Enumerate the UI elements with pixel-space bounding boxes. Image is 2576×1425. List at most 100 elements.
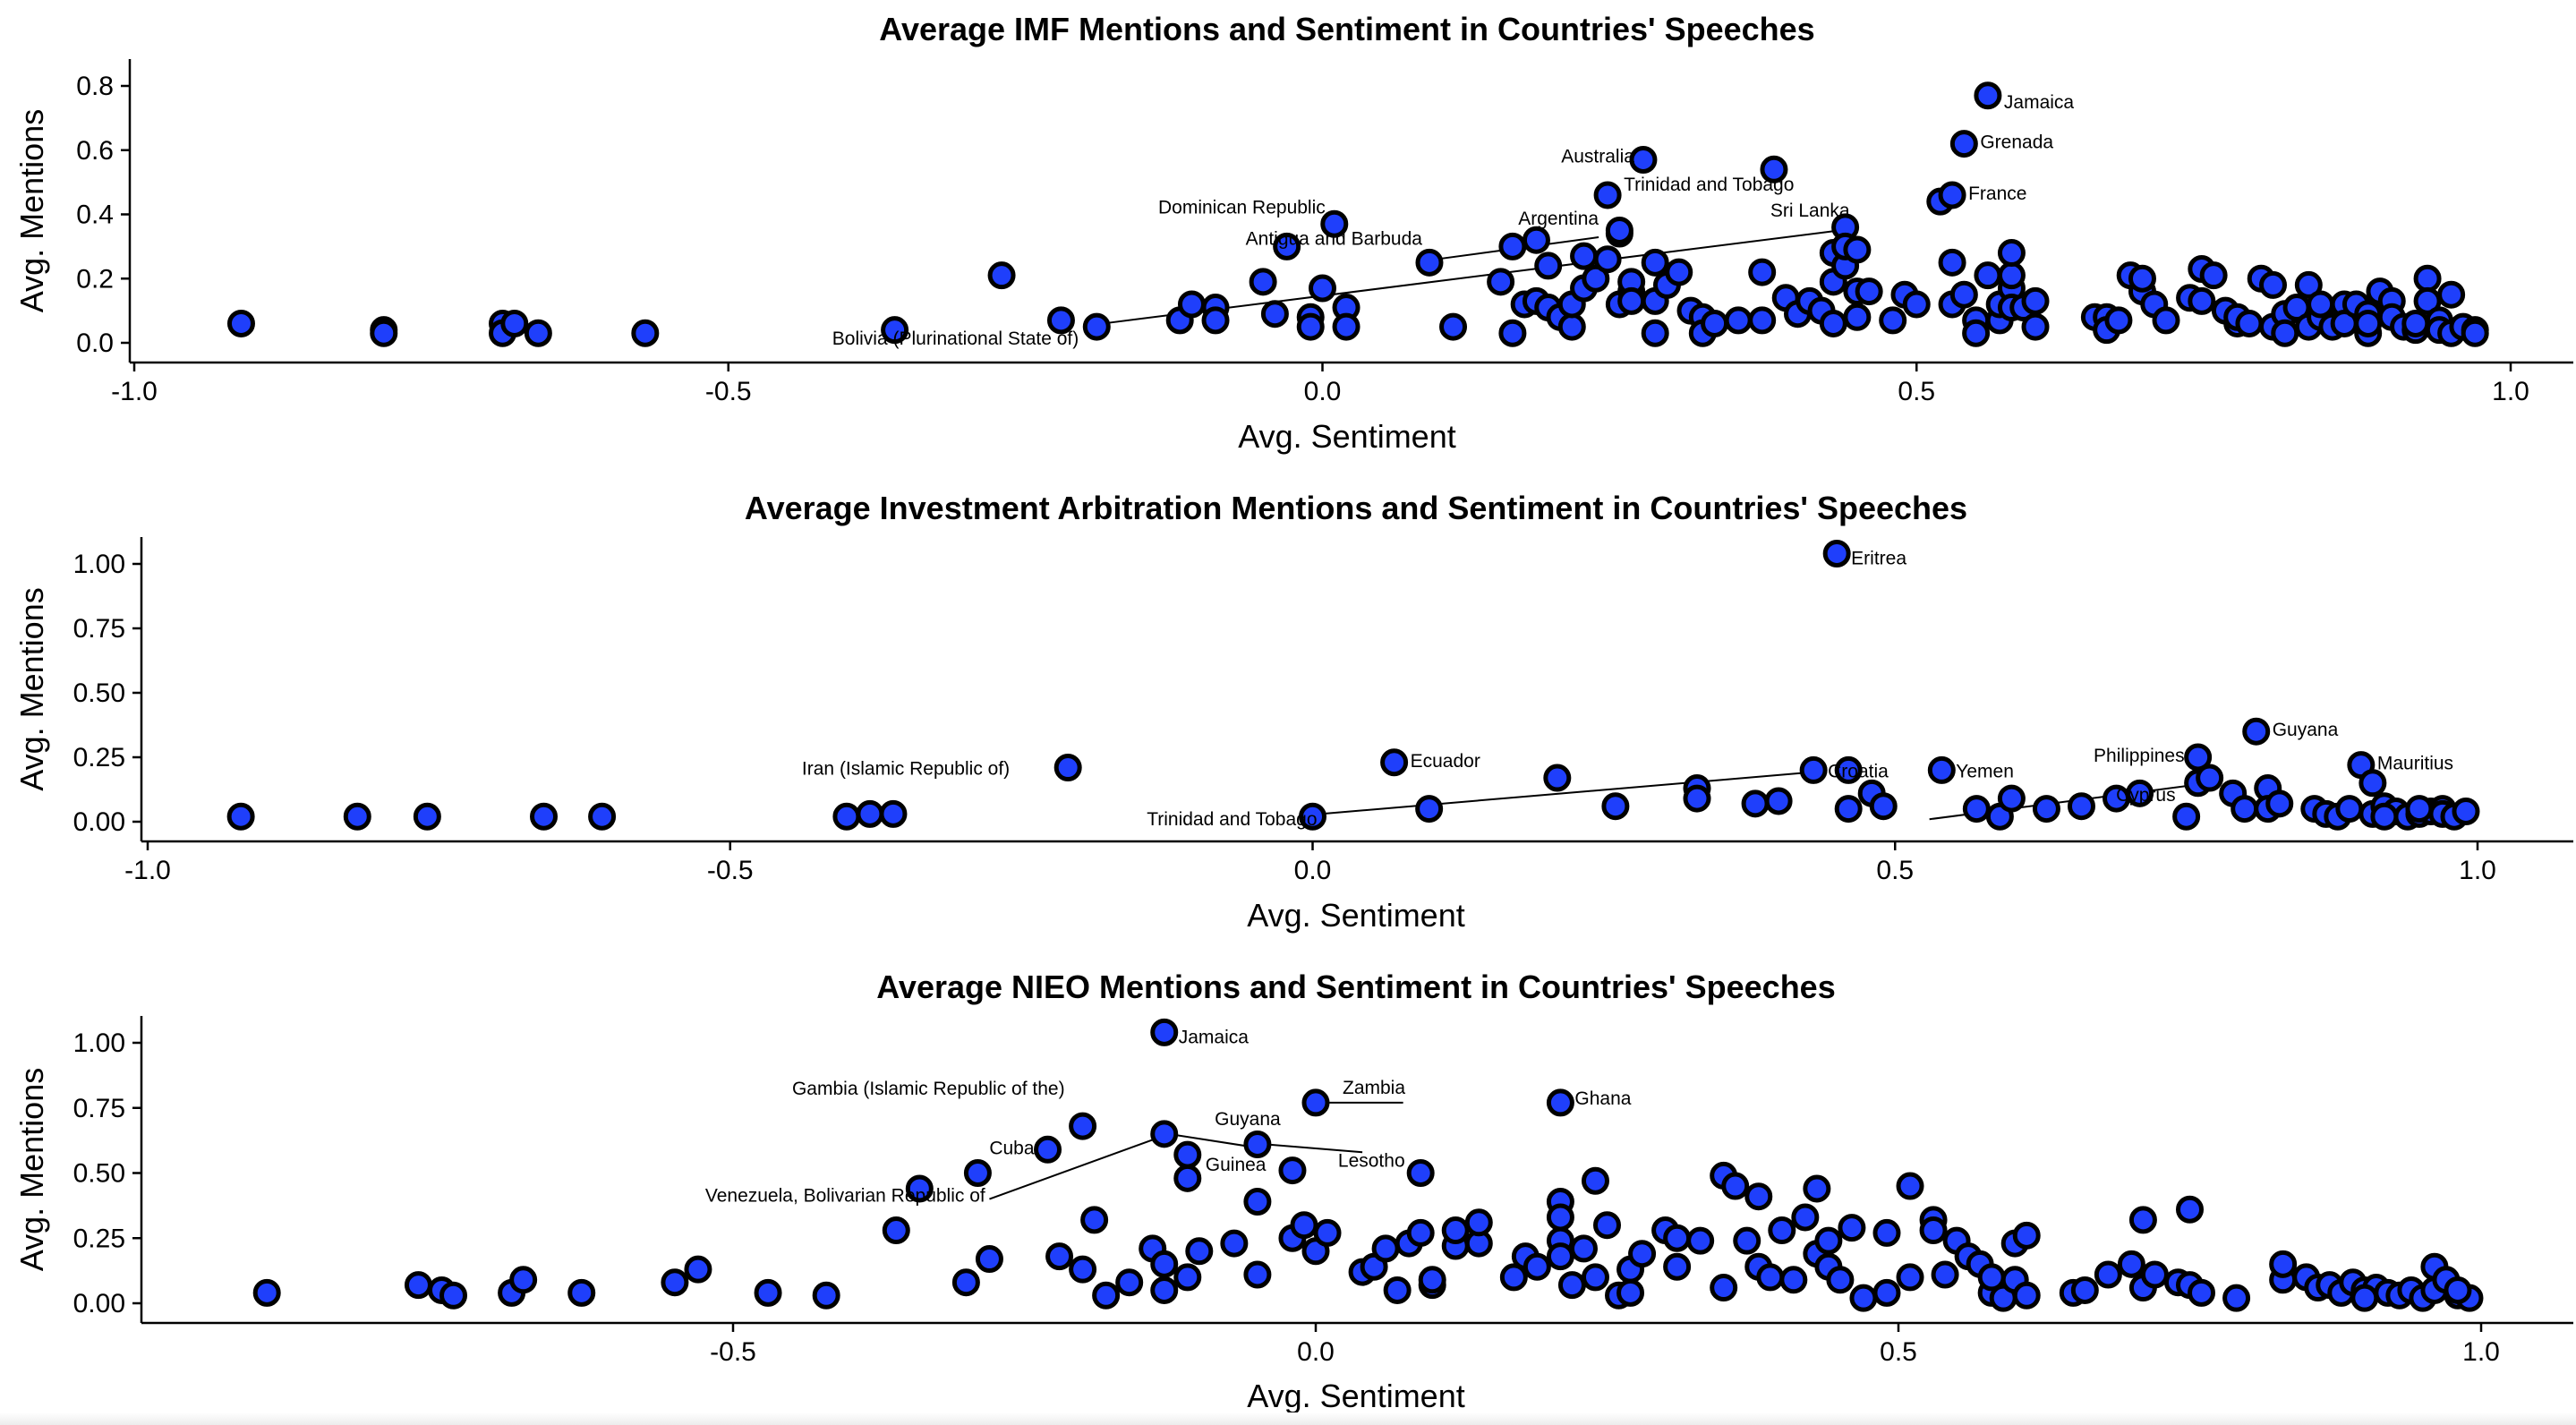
point-label: Jamaica	[1179, 1027, 1250, 1047]
data-point	[1663, 1252, 1692, 1281]
data-point	[2444, 1276, 2472, 1304]
chart-title: Average NIEO Mentions and Sentiment in C…	[876, 968, 1835, 1005]
point-label: Trinidad and Tobago	[1624, 175, 1794, 195]
data-point	[1641, 319, 1669, 347]
point-label: Croatia	[1828, 761, 1889, 781]
data-point	[1896, 1172, 1924, 1200]
data-point	[439, 1281, 468, 1310]
y-tick-label: 0.4	[76, 201, 114, 230]
data-point	[2335, 795, 2364, 823]
data-point	[1570, 242, 1599, 270]
data-point	[1569, 1234, 1598, 1263]
data-point	[1931, 1260, 1959, 1289]
data-point	[2188, 286, 2216, 315]
chart-title: Average IMF Mentions and Sentiment in Co…	[879, 11, 1814, 47]
point-label: Sri Lanka	[1770, 201, 1850, 221]
data-point	[1724, 306, 1753, 335]
data-point	[1557, 312, 1586, 341]
data-point	[1243, 1188, 1272, 1216]
data-point	[1290, 1211, 1318, 1240]
data-point	[1034, 1135, 1062, 1164]
data-point	[1593, 245, 1622, 274]
data-point	[2126, 779, 2154, 807]
data-point	[2140, 1260, 2169, 1289]
data-point	[1838, 1214, 1866, 1242]
y-tick-label: 1.00	[73, 550, 125, 579]
data-point	[2070, 1276, 2099, 1304]
data-point	[1605, 216, 1633, 244]
data-point	[905, 1174, 934, 1203]
data-point	[1927, 755, 1956, 784]
data-point	[1779, 1266, 1808, 1294]
data-point	[1902, 290, 1931, 319]
data-point	[1872, 1278, 1901, 1307]
data-point	[1628, 1240, 1657, 1268]
data-point	[2152, 306, 2180, 335]
point-label: Yemen	[1956, 761, 2014, 781]
point-label: Antigua and Barbuda	[1246, 228, 1423, 249]
data-point	[588, 802, 617, 831]
x-tick-label: -1.0	[124, 856, 171, 885]
data-point	[1834, 755, 1863, 784]
data-point	[2104, 306, 2133, 335]
data-point	[1834, 795, 1863, 823]
data-point	[1418, 1266, 1446, 1294]
data-point	[2354, 309, 2383, 337]
data-point	[2172, 802, 2201, 831]
y-axis-label: Avg. Mentions	[13, 1068, 50, 1271]
data-point	[1150, 1018, 1179, 1046]
data-point	[661, 1268, 689, 1297]
data-point	[1843, 303, 1872, 331]
data-point	[1748, 306, 1777, 335]
data-point	[1814, 1226, 1843, 1255]
data-point	[1464, 1208, 1493, 1237]
data-point	[2184, 743, 2213, 772]
data-point	[1949, 130, 1978, 158]
data-point	[1997, 239, 2026, 268]
data-point	[1441, 1216, 1470, 1245]
y-axis-label: Avg. Mentions	[13, 109, 50, 312]
data-point	[1701, 309, 1729, 337]
data-point	[2265, 789, 2294, 818]
data-point	[1177, 290, 1206, 319]
data-point	[1962, 795, 1991, 823]
point-label: Guyana	[2273, 720, 2339, 740]
x-axis-label: Avg. Sentiment	[1238, 418, 1455, 455]
data-point	[509, 1266, 538, 1294]
data-point	[1997, 261, 2026, 290]
data-point	[1053, 754, 1082, 782]
data-point	[1582, 264, 1610, 293]
point-label: Lesotho	[1338, 1150, 1405, 1171]
x-tick-label: -0.5	[705, 377, 752, 406]
data-point	[951, 1268, 980, 1297]
data-point	[404, 1271, 432, 1300]
data-point	[1641, 248, 1669, 277]
data-point	[1534, 252, 1563, 280]
point-label: Argentina	[1518, 209, 1599, 229]
data-point	[2259, 270, 2287, 299]
point-label: France	[1968, 183, 2026, 204]
point-label: Cuba	[989, 1138, 1035, 1158]
data-point	[1843, 235, 1872, 264]
point-label: Philippines	[2094, 746, 2185, 766]
data-point	[812, 1281, 840, 1310]
point-label: Bolivia (Plurinational State of)	[832, 329, 1079, 349]
data-point	[1115, 1268, 1144, 1297]
data-point	[1301, 1088, 1330, 1117]
y-tick-label: 0.2	[76, 264, 114, 294]
y-tick-label: 0.6	[76, 136, 114, 166]
x-tick-label: 0.5	[1876, 856, 1914, 885]
chart-panel: Average Investment Arbitration Mentions …	[13, 490, 2573, 934]
data-point	[1092, 1281, 1121, 1310]
data-point	[1260, 300, 1289, 329]
data-point	[1938, 248, 1966, 277]
y-tick-label: 0.00	[73, 807, 125, 837]
data-point	[1332, 312, 1361, 341]
data-point	[1487, 268, 1515, 296]
y-tick-label: 0.50	[73, 1159, 125, 1189]
x-tick-label: 0.0	[1297, 1337, 1335, 1367]
data-point	[1498, 319, 1527, 347]
data-point	[1069, 1112, 1097, 1140]
point-label: Grenada	[1980, 132, 2053, 153]
data-point	[226, 309, 255, 337]
